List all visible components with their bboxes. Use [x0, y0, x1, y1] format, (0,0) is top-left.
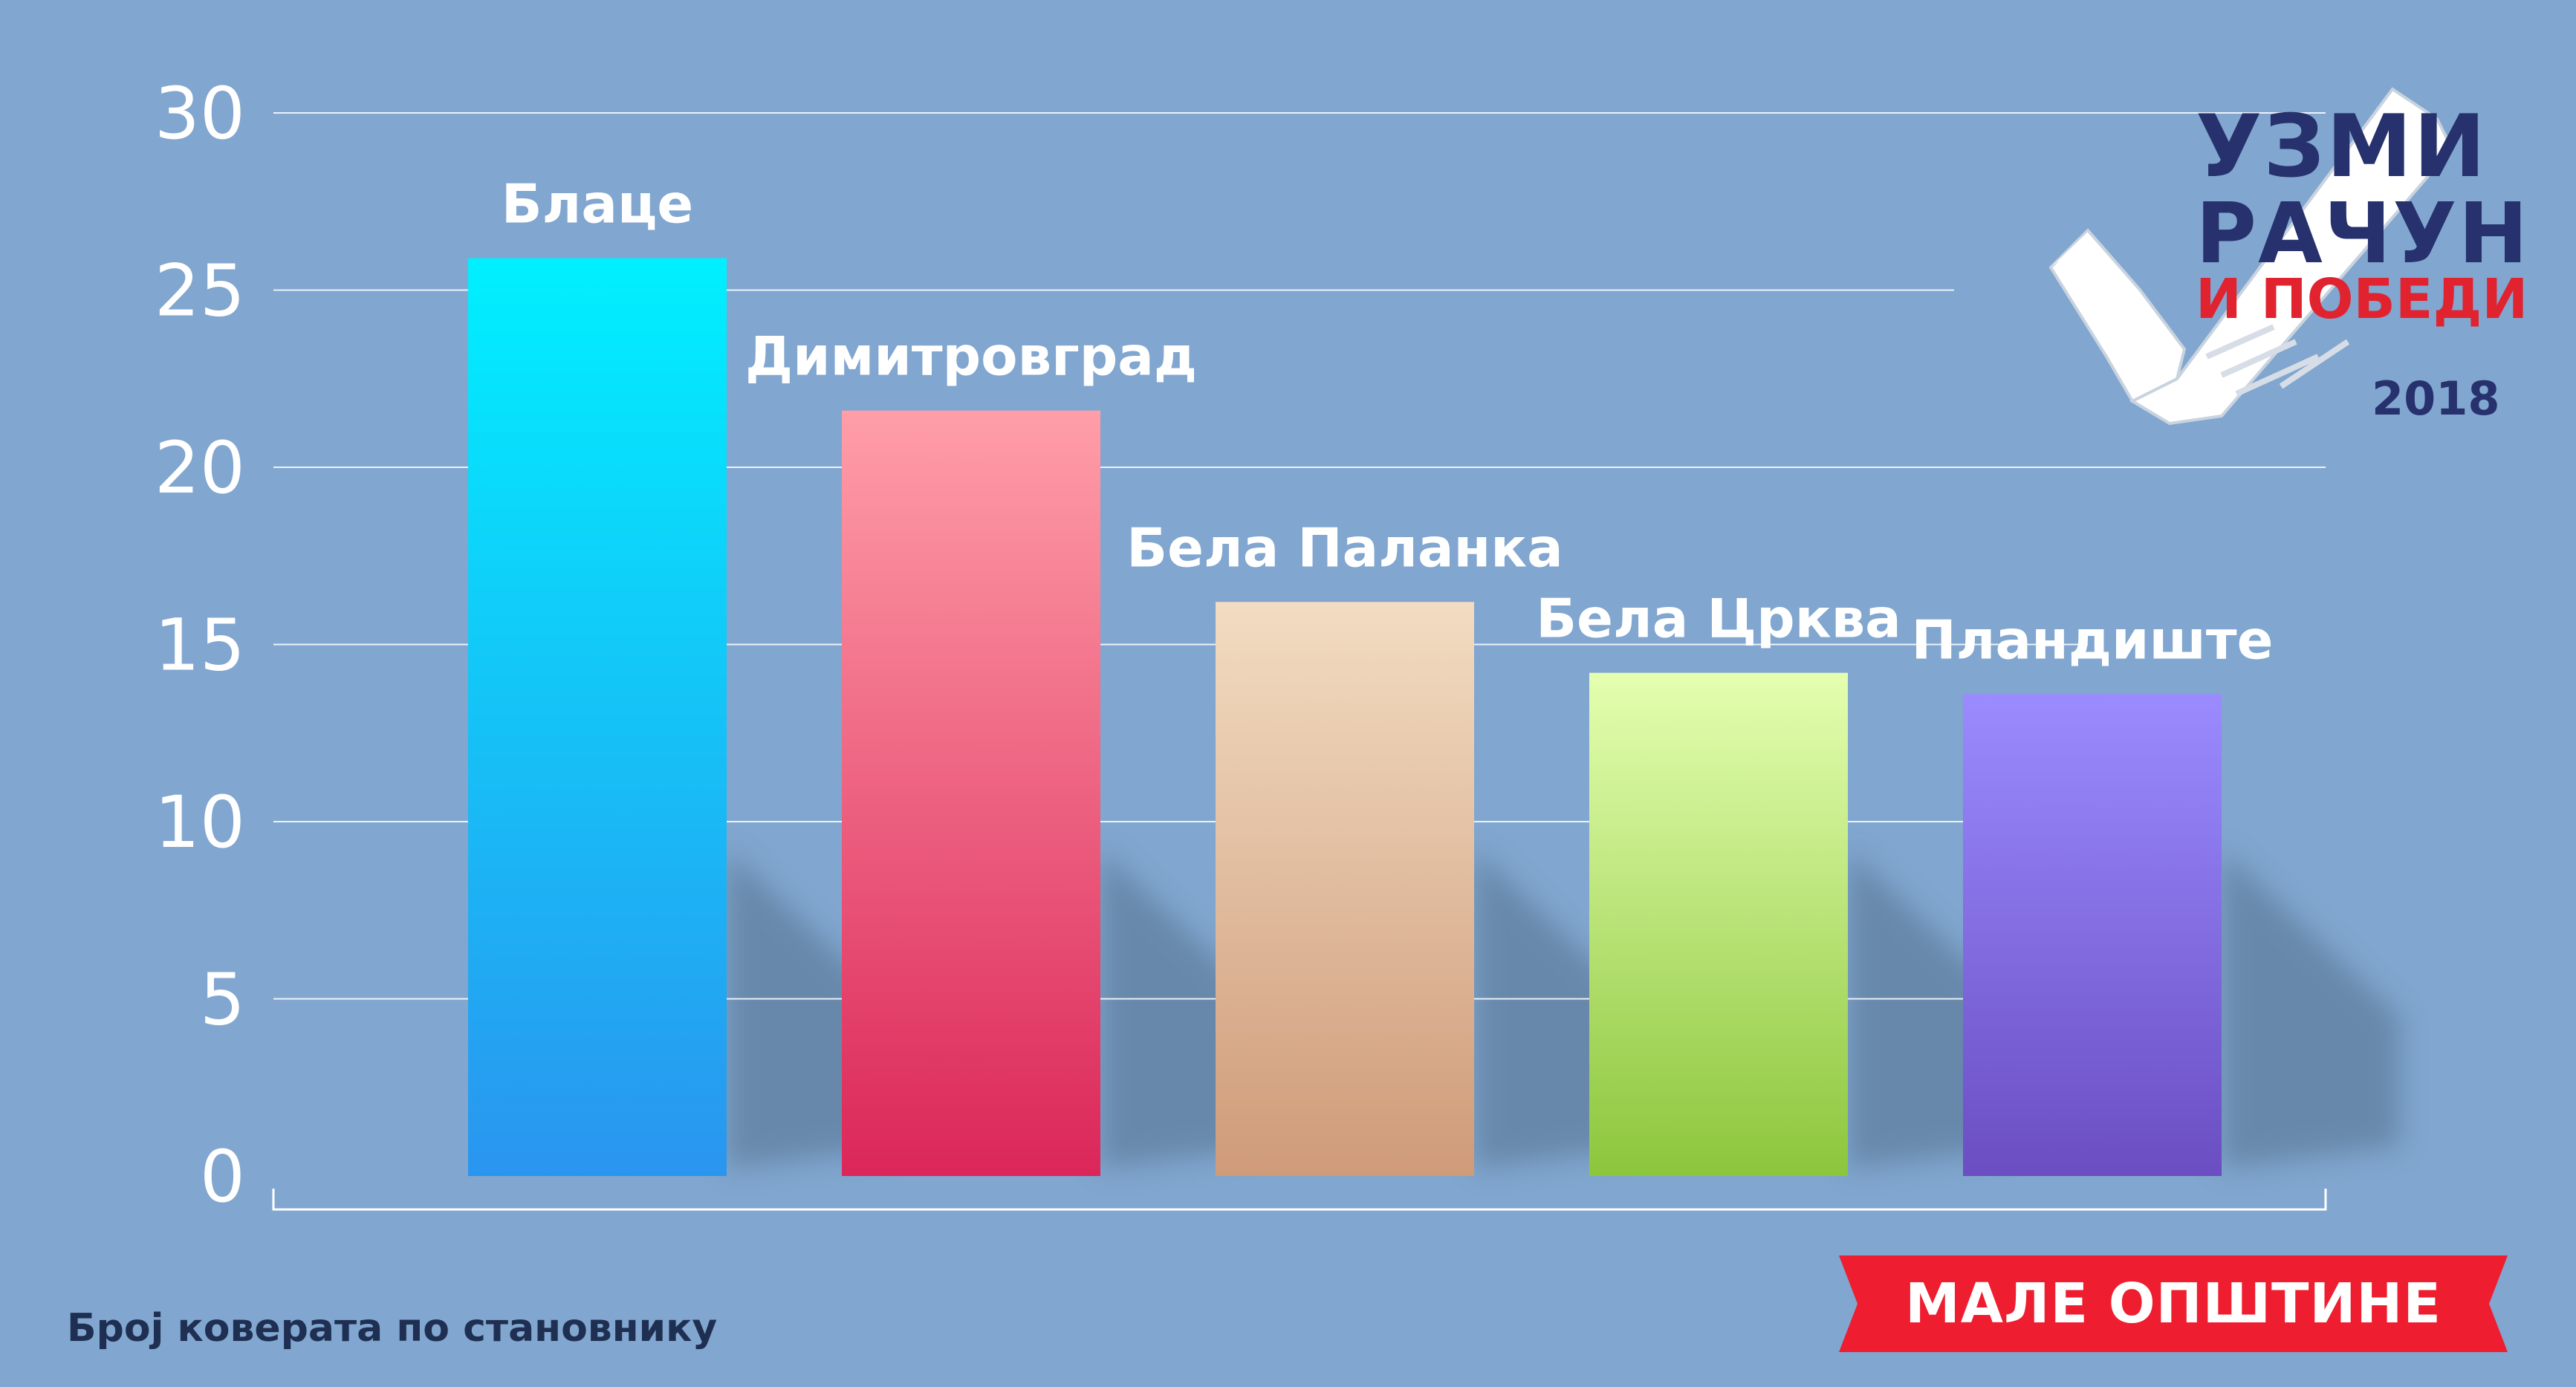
bar-category-label: Блаце: [502, 173, 693, 236]
logo-year: 2018: [2372, 371, 2500, 426]
bar-0: [468, 258, 727, 1176]
y-tick-label: 20: [155, 426, 245, 510]
y-tick-label: 5: [200, 958, 245, 1042]
x-axis-line: [272, 1189, 2327, 1211]
campaign-logo: УЗМИ РАЧУН И ПОБЕДИ 2018: [2036, 45, 2528, 446]
bar-shadow-4: [2222, 849, 2400, 1169]
y-tick-label: 0: [200, 1135, 245, 1218]
bar-1: [842, 410, 1100, 1177]
y-tick-label: 15: [155, 604, 245, 687]
receipt-checkmark-icon: [2048, 87, 2454, 426]
x-axis: [272, 1189, 2327, 1211]
bars: [468, 258, 2222, 1177]
bar-4: [1963, 694, 2222, 1176]
bar-category-label: Бела Црква: [1536, 588, 1901, 650]
logo-line-1: УЗМИ: [2196, 97, 2488, 197]
ribbon-shape: [1839, 1256, 2508, 1352]
y-axis-ticks: 0 5 10 15 20 25 30: [155, 72, 245, 1218]
category-ribbon: МАЛЕ ОПШТИНЕ: [1839, 1256, 2508, 1352]
bar-category-label: Пландиште: [1912, 608, 2274, 671]
footnote-caption: Број коверата по становнику: [67, 1306, 718, 1351]
logo-line-2: РАЧУН: [2196, 186, 2530, 282]
bar-3: [1589, 672, 1848, 1176]
y-tick-label: 25: [155, 250, 245, 333]
y-tick-label: 10: [155, 781, 245, 864]
bar-labels: Блаце Димитровград Бела Паланка Бела Црква П…: [502, 173, 2274, 672]
logo-line-3: И ПОБЕДИ: [2196, 267, 2528, 331]
ribbon-label: МАЛЕ ОПШТИНЕ: [1905, 1272, 2442, 1336]
bar-category-label: Бела Паланка: [1126, 516, 1563, 579]
bar-category-label: Димитровград: [745, 325, 1197, 388]
bar-2: [1216, 602, 1474, 1176]
y-tick-label: 30: [155, 72, 245, 155]
ribbon-banner: [1839, 1256, 2508, 1352]
